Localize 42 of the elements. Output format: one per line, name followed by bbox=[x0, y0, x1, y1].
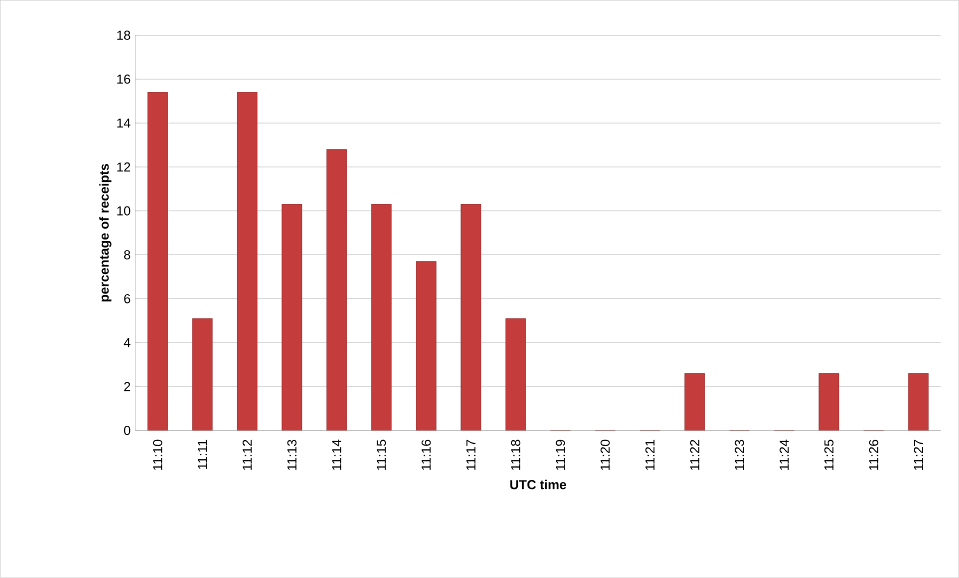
x-tick-label: 11:25 bbox=[824, 440, 834, 470]
y-tick-label: 14 bbox=[117, 118, 130, 128]
x-tick-label: 11:10 bbox=[153, 440, 162, 470]
x-tick-label: 11:16 bbox=[422, 440, 431, 470]
bar bbox=[684, 373, 705, 431]
x-tick-label: 11:21 bbox=[645, 440, 654, 470]
x-tick-label: 11:22 bbox=[690, 440, 700, 470]
x-tick-label: 11:12 bbox=[242, 440, 252, 470]
bar bbox=[505, 318, 526, 431]
y-tick-label: 12 bbox=[117, 162, 130, 172]
bar bbox=[236, 92, 258, 431]
y-tick-label: 6 bbox=[124, 294, 130, 304]
bar bbox=[908, 373, 929, 431]
x-tick-label: 11:11 bbox=[198, 440, 207, 470]
y-tick-label: 16 bbox=[117, 74, 130, 84]
x-tick-label: 11:15 bbox=[376, 440, 386, 470]
x-tick-label: 11:24 bbox=[780, 440, 789, 470]
x-tick-label: 11:27 bbox=[914, 440, 923, 470]
y-tick-label: 10 bbox=[117, 206, 130, 216]
x-tick-label: 11:13 bbox=[287, 440, 297, 470]
bar bbox=[147, 92, 168, 431]
x-axis-title: UTC time bbox=[510, 480, 566, 490]
y-tick-label: 8 bbox=[124, 250, 130, 260]
bar bbox=[282, 204, 302, 431]
x-tick-label: 11:19 bbox=[556, 440, 566, 470]
x-tick-label: 11:23 bbox=[734, 440, 744, 470]
y-tick-label: 4 bbox=[124, 338, 130, 348]
bar bbox=[326, 149, 347, 431]
x-tick-label: 11:14 bbox=[332, 440, 342, 470]
bar bbox=[416, 261, 436, 431]
bar bbox=[818, 373, 840, 431]
x-tick-label: 11:20 bbox=[600, 440, 610, 470]
x-tick-label: 11:17 bbox=[466, 440, 476, 470]
x-tick-label: 11:18 bbox=[511, 440, 520, 470]
y-tick-label: 2 bbox=[124, 382, 130, 392]
bar bbox=[371, 204, 392, 431]
y-tick-label: 18 bbox=[117, 30, 130, 40]
bar bbox=[460, 204, 482, 431]
bar bbox=[192, 318, 213, 431]
x-tick-label: 11:26 bbox=[869, 440, 878, 470]
y-axis-title: percentage of receipts bbox=[99, 164, 112, 302]
y-tick-label: 0 bbox=[124, 426, 130, 436]
